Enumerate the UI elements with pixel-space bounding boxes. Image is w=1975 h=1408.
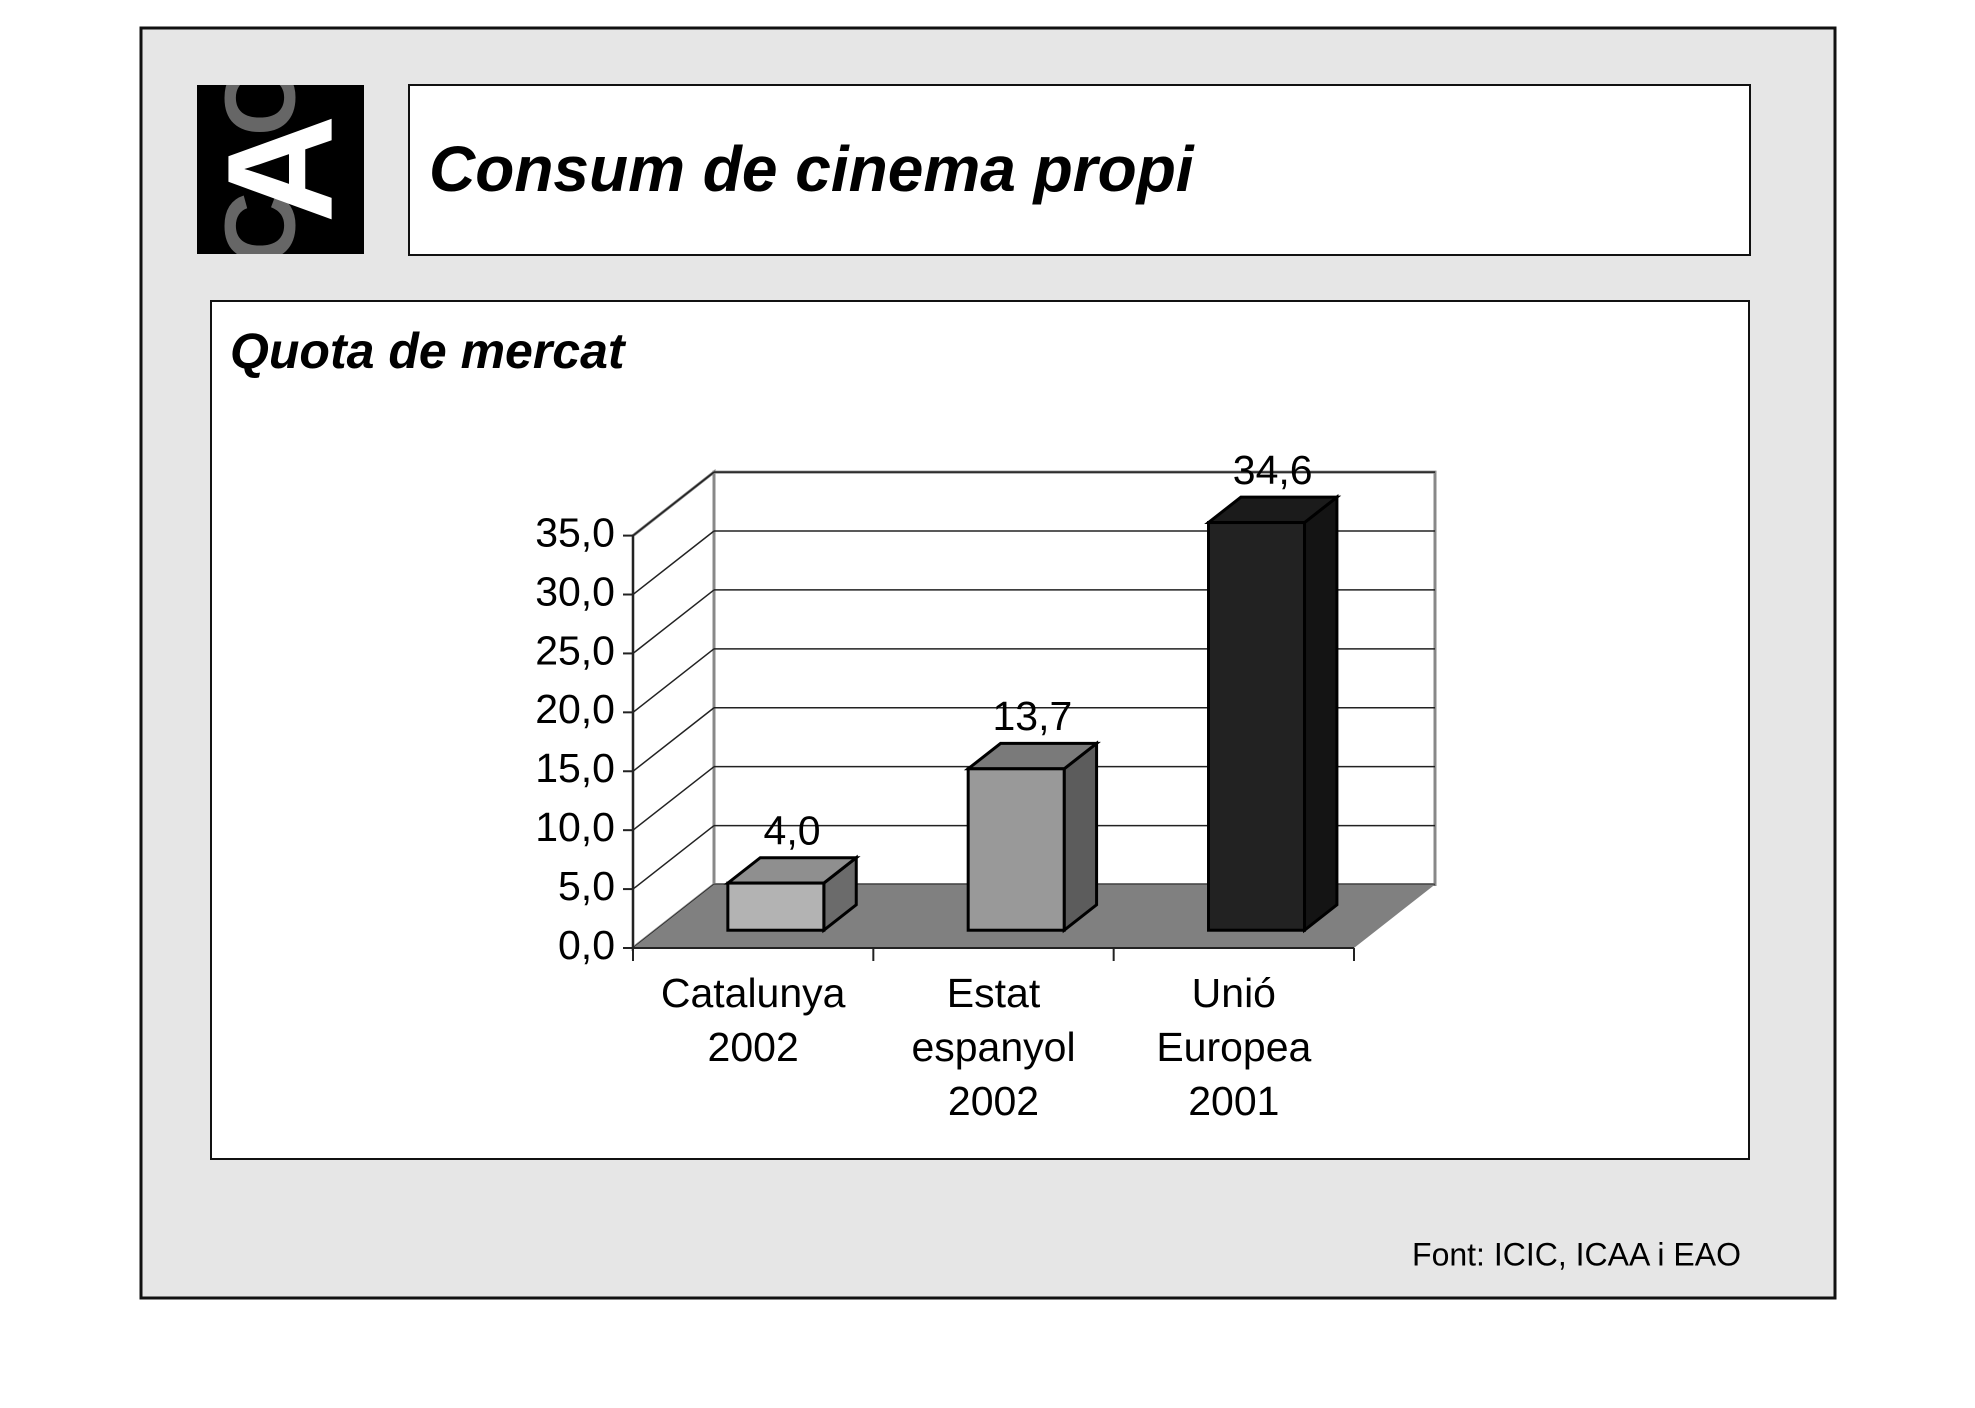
y-tick-label: 15,0: [535, 745, 615, 791]
y-tick-label: 30,0: [535, 568, 615, 614]
side-wall: [631, 469, 716, 952]
y-tick-label: 35,0: [535, 509, 615, 555]
logo-letter: A: [196, 115, 364, 223]
logo: [197, 85, 364, 254]
y-tick-label: 25,0: [535, 627, 615, 673]
source: Font: ICIC, ICAA i EAO: [1412, 1236, 1741, 1272]
grid-line: [632, 530, 715, 596]
x-tick-label: Estat espanyol 2002: [911, 970, 1075, 1124]
grid-line: [632, 589, 715, 655]
chart-panel: [210, 300, 1750, 1160]
title-box: [408, 84, 1751, 256]
plot: 0,0 5,0 10,0 15,0 20,0 25,0 30,0 35,0 4,0 Catalun…: [535, 447, 1437, 1124]
grid-line: [632, 707, 715, 772]
x-tick-label: Catalunya 2002: [661, 970, 846, 1070]
grid-line: [632, 648, 715, 713]
grid-line: [632, 471, 715, 537]
bar: [726, 881, 826, 932]
logo-letter: C: [204, 64, 316, 136]
logo-letter: C: [204, 192, 316, 264]
title: Consum de cinema propi: [429, 133, 1195, 205]
value-label: 13,7: [992, 693, 1072, 739]
grid-line: [632, 766, 715, 831]
y-tick-label: 0,0: [558, 922, 615, 968]
y-tick-label: 20,0: [535, 686, 615, 732]
y-tick-label: 10,0: [535, 804, 615, 850]
bar-side: [1062, 740, 1099, 934]
bar-side: [1303, 494, 1339, 934]
y-tick-label: 5,0: [558, 863, 615, 909]
value-label: 4,0: [764, 808, 821, 854]
value-label: 34,6: [1233, 447, 1313, 493]
bar: [1207, 521, 1307, 932]
grid-line: [632, 824, 715, 890]
logo-letters: C A C: [196, 64, 364, 264]
x-tick-label: Unió Europea 2001: [1156, 970, 1311, 1124]
chart-title: Quota de mercat: [230, 323, 627, 379]
bar: [966, 767, 1066, 932]
